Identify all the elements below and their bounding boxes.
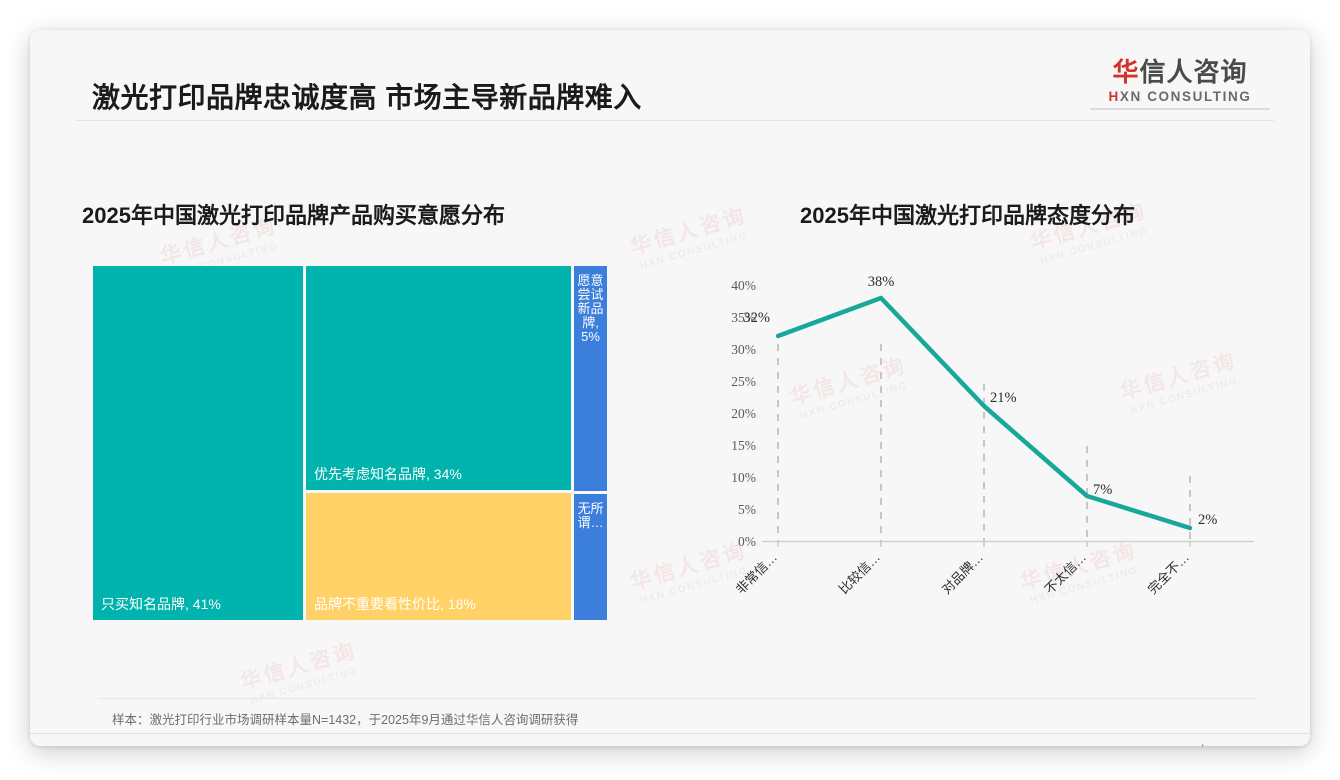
line-chart-title: 2025年中国激光打印品牌态度分布 [800, 203, 1135, 228]
x-axis-ticks [777, 541, 1191, 547]
treemap-cell-label: 优先考虑知名品牌, 34% [314, 466, 462, 482]
treemap-cell-willing-new-brands[interactable]: 愿意尝试新品牌, 5% [574, 266, 607, 491]
treemap-title: 2025年中国激光打印品牌产品购买意愿分布 [82, 203, 505, 228]
footer-divider [30, 733, 1310, 734]
y-tick-label: 20% [731, 406, 756, 421]
y-tick-label: 40% [731, 278, 756, 293]
slide-header: 激光打印品牌忠诚度高 市场主导新品牌难入 华信人咨询 HXN CONSULTIN… [30, 30, 1310, 122]
data-label: 2% [1198, 512, 1217, 528]
treemap-cell-only-known-brands[interactable]: 只买知名品牌, 41% [93, 266, 303, 620]
x-category-label: 比较信… [836, 550, 883, 597]
data-label: 21% [990, 390, 1017, 406]
logo-english: HXN CONSULTING [1090, 89, 1270, 104]
data-labels: 32% 38% 21% 7% 2% [743, 274, 1217, 528]
line-chart-panel: 2025年中国激光打印品牌态度分布 40% 35% 30% 25% 20% 15… [678, 170, 1278, 670]
page-title: 激光打印品牌忠诚度高 市场主导新品牌难入 [92, 82, 642, 113]
logo-en-rest: XN CONSULTING [1119, 88, 1252, 104]
treemap-cell-label: 只买知名品牌, 41% [101, 596, 221, 612]
treemap-cell-label: 无所谓… [577, 501, 604, 531]
x-category-label: 不太信… [1042, 550, 1089, 597]
treemap-cell-indifferent[interactable]: 无所谓… [574, 494, 607, 620]
y-tick-label: 10% [731, 470, 756, 485]
watermark-en: HXN CONSULTING [249, 665, 360, 707]
treemap-panel: 2025年中国激光打印品牌产品购买意愿分布 只买知名品牌, 41% 优先考虑知名… [82, 170, 662, 670]
slide-footer: ©2025.11 HXR华信人咨询 www.hxrcon.com [30, 734, 1310, 746]
y-tick-label: 0% [738, 534, 756, 549]
treemap-cell-label: 品牌不重要看性价比, 18% [314, 596, 476, 612]
slide-card: 华信人咨询 HXN CONSULTING 华信人咨询 HXN CONSULTIN… [30, 30, 1310, 746]
treemap-chart: 只买知名品牌, 41% 优先考虑知名品牌, 34% 品牌不重要看性价比, 18%… [93, 266, 607, 620]
line-series-path [775, 295, 1193, 531]
y-axis-ticks: 40% 35% 30% 25% 20% 15% 10% 5% 0% [731, 278, 756, 549]
logo-cn-red: 华 [1112, 57, 1140, 87]
logo-underline [1090, 107, 1270, 110]
y-tick-label: 25% [731, 374, 756, 389]
y-tick-label: 15% [731, 438, 756, 453]
footer-copyright: ©2025.11 HXR华信人咨询 [76, 743, 222, 746]
logo-en-red: H [1108, 88, 1120, 104]
header-divider [76, 120, 1274, 121]
logo-chinese: 华信人咨询 [1090, 58, 1270, 87]
treemap-cell-brand-not-important[interactable]: 品牌不重要看性价比, 18% [306, 493, 571, 620]
data-label: 32% [743, 310, 770, 326]
treemap-cell-prefer-known-brands[interactable]: 优先考虑知名品牌, 34% [306, 266, 571, 490]
footnote-text: 样本：激光打印行业市场调研样本量N=1432，于2025年9月通过华信人咨询调研… [112, 713, 579, 727]
x-category-label: 非常信… [733, 550, 780, 597]
y-tick-label: 30% [731, 342, 756, 357]
vertical-gridlines [777, 344, 1191, 541]
line-chart: 40% 35% 30% 25% 20% 15% 10% 5% 0% [678, 266, 1278, 646]
y-tick-label: 35% [731, 310, 756, 325]
x-axis-categories: 非常信… 比较信… 对品牌… 不太信… 完全不… [733, 550, 1192, 597]
y-tick-label: 5% [738, 502, 756, 517]
brand-logo: 华信人咨询 HXN CONSULTING [1090, 58, 1270, 110]
treemap-cell-label: 愿意尝试新品牌, 5% [577, 273, 604, 345]
line-chart-svg: 40% 35% 30% 25% 20% 15% 10% 5% 0% [731, 274, 1254, 597]
logo-cn-dark: 信人咨询 [1139, 57, 1248, 87]
footnote-divider [98, 698, 1258, 699]
x-category-label: 完全不… [1145, 550, 1192, 597]
x-category-label: 对品牌… [939, 550, 986, 597]
data-label: 7% [1093, 482, 1112, 498]
footer-website[interactable]: www.hxrcon.com [1172, 743, 1266, 746]
data-label: 38% [868, 274, 895, 290]
